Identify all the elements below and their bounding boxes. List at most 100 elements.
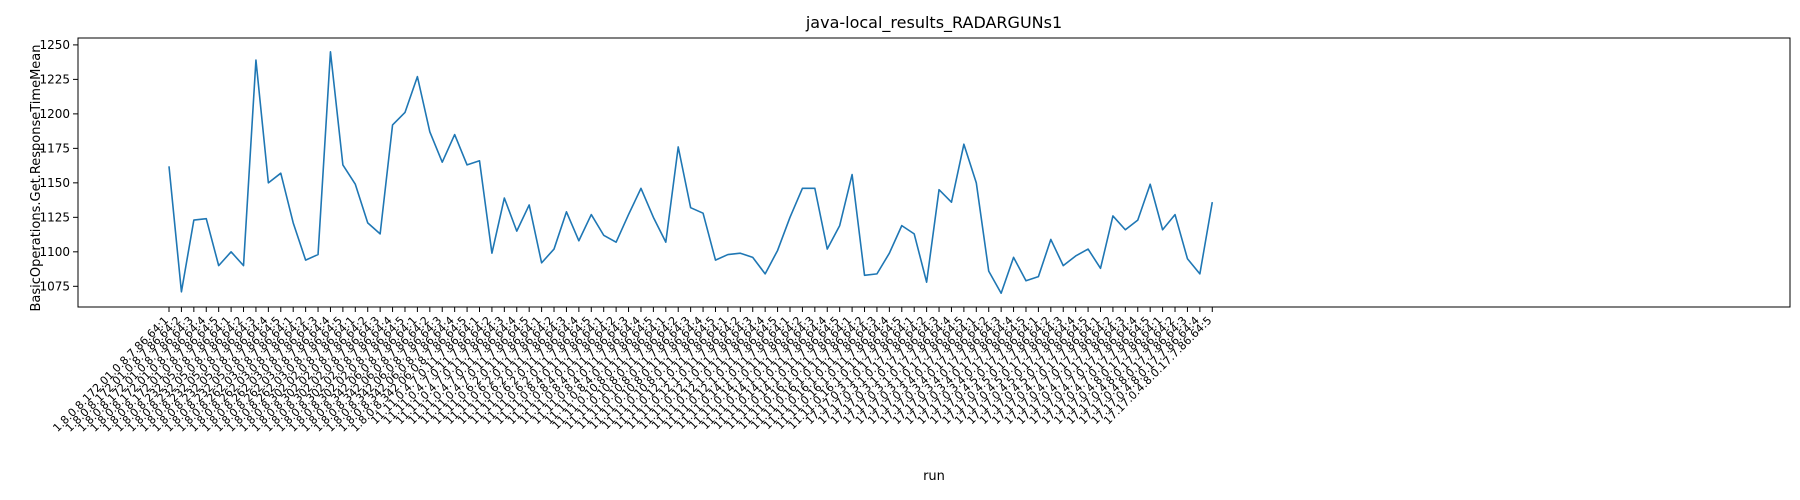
data-point [466,164,468,166]
data-point [1211,201,1213,203]
data-point [665,241,667,243]
data-point [1025,280,1027,282]
data-point [217,264,219,266]
data-point [255,59,257,61]
y-tick-label: 1225 [39,72,70,86]
y-tick-label: 1100 [39,245,70,259]
data-point [416,75,418,77]
data-point [975,182,977,184]
data-point [528,204,530,206]
data-point [814,187,816,189]
data-point [888,252,890,254]
data-point [540,262,542,264]
data-point [478,160,480,162]
data-point [590,213,592,215]
data-point [292,222,294,224]
data-point [826,248,828,250]
data-point [304,259,306,261]
data-point [1186,258,1188,260]
data-point [988,270,990,272]
data-point [342,164,344,166]
x-axis-label: run [923,469,945,484]
data-point [938,189,940,191]
y-axis-label: BasicOperations.Get.ResponseTimeMean [29,45,44,312]
axes-frame [77,37,1791,308]
data-point [379,233,381,235]
data-point [1062,264,1064,266]
chart-title: java-local_results_RADARGUNs1 [805,13,1062,33]
data-point [441,161,443,163]
data-point [1000,292,1002,294]
data-point [752,256,754,258]
data-point [404,111,406,113]
data-point [913,233,915,235]
data-point [801,187,803,189]
data-point [950,201,952,203]
data-point [851,173,853,175]
data-point [491,252,493,254]
y-tick-label: 1075 [39,279,70,293]
data-point [329,51,331,53]
y-tick-label: 1175 [39,141,70,155]
data-point [180,291,182,293]
data-point [1174,213,1176,215]
data-point [739,252,741,254]
data-point [1112,215,1114,217]
data-point [677,146,679,148]
y-tick-label: 1250 [39,38,70,52]
data-point [1074,255,1076,257]
data-point [391,124,393,126]
data-point [578,240,580,242]
series-line [168,50,1214,295]
data-point [776,249,778,251]
data-point [901,224,903,226]
y-tick-label: 1150 [39,176,70,190]
data-point [367,222,369,224]
data-point [1124,229,1126,231]
data-point [1161,229,1163,231]
data-point [764,273,766,275]
data-point [354,183,356,185]
data-point [453,133,455,135]
data-point [1137,219,1139,221]
data-point [603,234,605,236]
data-point [627,213,629,215]
data-point [963,143,965,145]
y-tick-label: 1125 [39,210,70,224]
data-point [317,253,319,255]
data-point [727,253,729,255]
data-point [280,172,282,174]
data-point [1012,256,1014,258]
data-point [863,274,865,276]
data-point [925,281,927,283]
data-point [1050,238,1052,240]
data-point [640,187,642,189]
data-point [193,219,195,221]
data-point [267,182,269,184]
data-point [429,131,431,133]
data-point [1087,248,1089,250]
data-point [230,251,232,253]
data-point [168,165,170,167]
data-point [242,264,244,266]
data-point [1149,183,1151,185]
y-tick-label: 1200 [39,107,70,121]
data-point [876,273,878,275]
data-point [702,212,704,214]
plot-area: 107511001125115011751200122512501.8.0.8.… [39,37,1791,435]
data-point [689,206,691,208]
data-point [615,241,617,243]
data-point [1099,267,1101,269]
data-point [838,224,840,226]
data-point [503,197,505,199]
data-point [652,216,654,218]
data-point [516,230,518,232]
data-point [1037,275,1039,277]
data-point [205,218,207,220]
data-point [565,211,567,213]
data-point [789,216,791,218]
data-point [1199,273,1201,275]
data-point [553,248,555,250]
